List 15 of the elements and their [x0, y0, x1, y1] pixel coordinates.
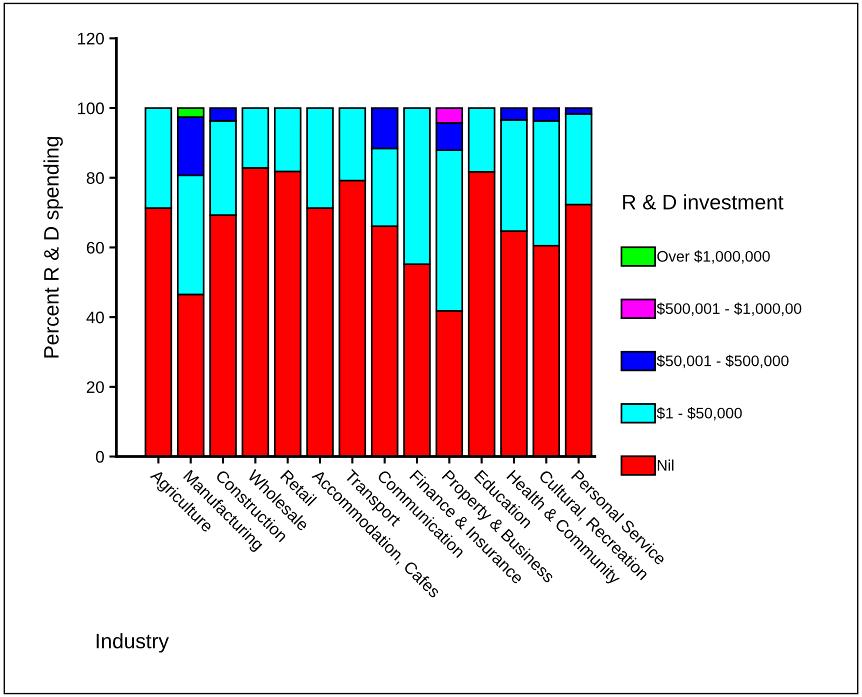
- y-tick-label: 60: [86, 242, 104, 254]
- y-tick-label: 20: [86, 381, 104, 394]
- y-axis-title: Percent R & D spending: [43, 137, 63, 358]
- x-axis-title: Industry: [96, 633, 169, 653]
- legend-label: $500,001 - $1,000,00: [656, 302, 802, 316]
- y-tick-label: 40: [86, 312, 104, 324]
- legend-label: $1 - $50,000: [656, 407, 742, 420]
- legend-label: Over $1,000,000: [657, 250, 770, 264]
- legend-label: Nil: [658, 460, 674, 471]
- y-tick-label: 120: [78, 32, 104, 45]
- legend-title: R & D investment: [623, 194, 784, 210]
- y-tick-label: 100: [78, 102, 104, 114]
- legend-label: $50,001 - $500,000: [656, 354, 789, 368]
- y-tick-label: 80: [86, 172, 104, 184]
- y-tick-label: 0: [96, 450, 104, 463]
